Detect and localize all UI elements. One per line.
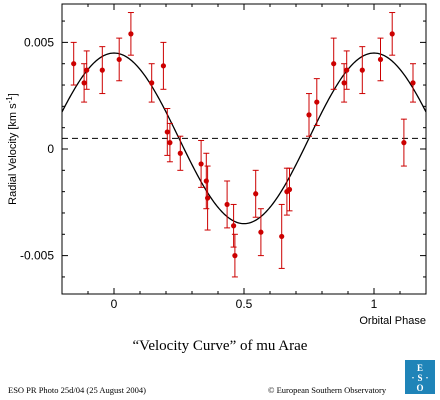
svg-text:E: E <box>417 363 423 373</box>
svg-text:O: O <box>416 383 423 393</box>
point-marker <box>231 223 237 229</box>
data-point <box>341 63 348 103</box>
data-point <box>99 46 106 95</box>
point-marker <box>198 161 204 167</box>
data-point <box>377 37 384 82</box>
velocity-chart: 0 0.5 1 -0.005 0 0.005 Orbital Phase Radial V… <box>5 3 427 327</box>
copyright-notice: © European Southern Observatory <box>268 385 387 395</box>
point-marker <box>258 229 264 235</box>
data-point <box>164 107 171 156</box>
data-point <box>204 165 211 231</box>
point-marker <box>331 61 337 67</box>
y-axis-label: Radial Velocity [km s-1] <box>5 93 20 205</box>
svg-text:·: · <box>425 373 428 383</box>
point-marker <box>253 191 259 197</box>
point-marker <box>81 80 87 86</box>
point-marker <box>286 186 293 193</box>
data-points <box>70 12 416 278</box>
svg-text:·: · <box>411 373 414 383</box>
point-marker <box>84 67 90 73</box>
point-marker <box>205 195 211 201</box>
point-marker <box>71 61 77 67</box>
data-point <box>306 93 312 137</box>
data-point <box>224 180 231 229</box>
point-marker <box>224 201 230 208</box>
point-marker <box>410 80 416 86</box>
point-marker <box>149 80 155 86</box>
data-point <box>257 208 264 257</box>
y-tick-label: -0.005 <box>20 249 54 263</box>
point-marker <box>203 178 209 184</box>
point-marker <box>128 31 134 37</box>
model-curve <box>61 52 427 225</box>
data-point <box>330 37 337 90</box>
x-axis-label: Orbital Phase <box>359 315 426 327</box>
x-tick-label: 0 <box>111 297 118 311</box>
point-marker <box>160 63 166 69</box>
point-marker <box>377 56 384 63</box>
data-point <box>343 50 350 90</box>
plot-frame <box>61 3 427 295</box>
point-marker <box>314 99 320 105</box>
svg-text:S: S <box>417 373 422 383</box>
data-point <box>116 37 123 82</box>
data-point <box>313 78 320 127</box>
point-marker <box>344 67 350 73</box>
data-point <box>127 12 134 56</box>
data-point <box>400 118 407 167</box>
data-point <box>83 50 90 90</box>
figure-caption: “Velocity Curve” of mu Arae <box>132 338 308 354</box>
data-point <box>230 203 237 248</box>
y-tick-label: 0.005 <box>24 35 54 49</box>
data-point <box>198 139 205 188</box>
x-tick-label: 0.5 <box>236 297 253 311</box>
point-marker <box>177 150 183 156</box>
x-tick-label: 1 <box>371 297 378 311</box>
point-marker <box>359 67 365 73</box>
point-marker <box>164 129 170 135</box>
point-marker <box>389 31 395 37</box>
data-point <box>389 12 396 56</box>
data-point <box>252 169 259 218</box>
data-point <box>166 122 173 163</box>
point-marker <box>116 56 122 63</box>
data-point <box>286 167 293 212</box>
point-marker <box>341 80 347 86</box>
point-marker <box>306 112 312 118</box>
point-marker <box>232 253 238 259</box>
y-tick-label: 0 <box>47 142 54 156</box>
data-point <box>148 63 155 103</box>
data-point <box>410 63 416 103</box>
data-point <box>359 46 366 95</box>
photo-credit: ESO PR Photo 25d/04 (25 August 2004) <box>8 385 146 395</box>
axis-ticks: 0 0.5 1 -0.005 0 0.005 <box>20 4 426 311</box>
data-point <box>70 41 77 86</box>
point-marker <box>167 140 173 146</box>
data-point <box>278 203 285 269</box>
data-point <box>231 233 238 278</box>
point-marker <box>99 67 105 73</box>
point-marker <box>401 140 407 146</box>
data-point <box>177 135 184 171</box>
eso-logo: E · S · O <box>405 360 435 394</box>
point-marker <box>279 233 285 240</box>
data-point <box>160 41 167 90</box>
data-point <box>283 167 290 216</box>
